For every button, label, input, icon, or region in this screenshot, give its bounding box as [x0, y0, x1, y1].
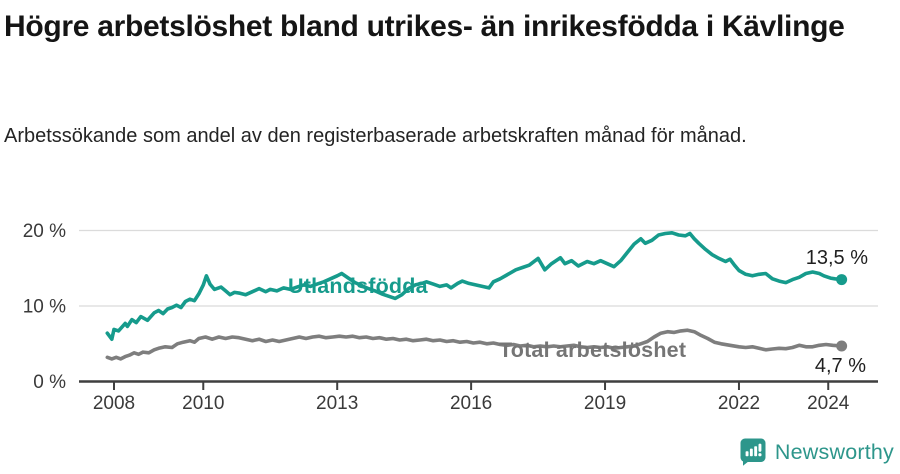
x-axis-tick-labels: 2008 2010 2013 2016 2019 2022 2024	[93, 393, 850, 414]
newsworthy-logo-icon	[740, 438, 766, 466]
series-lines	[105, 231, 844, 361]
x-tick-label-2019: 2019	[584, 393, 626, 414]
line-total-arbetsl-shet	[105, 328, 844, 361]
chart-title: Högre arbetslöshet bland utrikes- än inr…	[4, 10, 845, 43]
x-tick-label-2013: 2013	[316, 393, 358, 414]
newsworthy-brand-text: Newsworthy	[774, 439, 894, 464]
end-dot-total-arbetsl-shet	[836, 340, 848, 352]
y-tick-label-10: 10 %	[23, 297, 66, 318]
series-label-total: Total arbetslöshet	[499, 338, 686, 362]
end-dot-utlandsf-dda	[836, 274, 848, 286]
x-tick-label-2008: 2008	[93, 393, 135, 414]
series-label-utlandsfodda: Utlandsfödda	[288, 274, 429, 298]
line-utlandsf-dda	[105, 231, 844, 342]
y-tick-label-20: 20 %	[23, 221, 66, 242]
end-value-total: 4,7 %	[815, 355, 866, 377]
x-axis-ticks	[113, 382, 830, 390]
x-tick-label-2024: 2024	[807, 393, 850, 414]
x-tick-label-2010: 2010	[182, 393, 224, 414]
chart-subtitle: Arbetssökande som andel av den registerb…	[4, 125, 747, 147]
y-tick-label-0: 0 %	[33, 372, 66, 393]
x-tick-label-2022: 2022	[718, 393, 760, 414]
newsworthy-logo: Newsworthy	[740, 438, 894, 466]
y-axis-labels: 0 % 10 % 20 %	[23, 221, 66, 393]
end-value-utlandsfodda: 13,5 %	[806, 247, 868, 269]
series-end-dots	[836, 274, 848, 352]
x-tick-label-2016: 2016	[450, 393, 492, 414]
gridlines	[79, 229, 878, 307]
